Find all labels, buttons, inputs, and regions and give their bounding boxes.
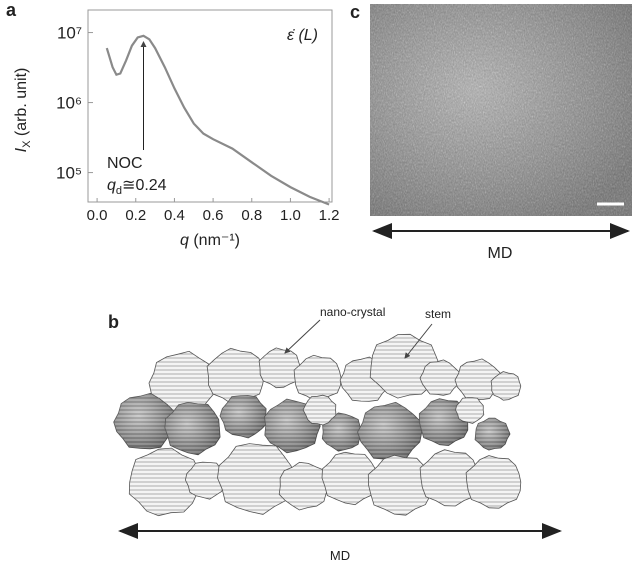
nano-crystal bbox=[294, 355, 341, 400]
y-tick-label: 10⁵ bbox=[56, 164, 82, 183]
x-symbol: q bbox=[180, 232, 189, 249]
x-axis-label: q (nm⁻¹) bbox=[180, 232, 240, 249]
md-label: MD bbox=[330, 548, 350, 563]
annotation-number: ≅0.24 bbox=[122, 177, 167, 194]
callout: stem bbox=[425, 307, 451, 321]
annotation-value: qd≅0.24 bbox=[107, 177, 167, 197]
callout-arrow bbox=[285, 320, 320, 353]
x-tick-label: 1.0 bbox=[280, 207, 301, 224]
panel-c: c MD bbox=[350, 2, 632, 262]
micrograph-shade bbox=[370, 4, 632, 216]
x-unit: (nm⁻¹) bbox=[189, 232, 240, 249]
md-label: MD bbox=[488, 245, 513, 262]
nano-crystal bbox=[456, 398, 484, 424]
y-axis-label: IX (arb. unit) bbox=[13, 68, 33, 153]
figure: a q (nm⁻¹) IX (arb. unit) ε̇ (L) NOC qd≅… bbox=[0, 0, 633, 571]
x-tick-label: 0.2 bbox=[125, 207, 146, 224]
y-unit: (arb. unit) bbox=[13, 68, 30, 141]
legend-label: ε̇ (L) bbox=[287, 27, 318, 44]
panel-label: b bbox=[108, 312, 119, 332]
x-tick-label: 0.6 bbox=[203, 207, 224, 224]
nano-crystal bbox=[207, 348, 264, 403]
panel-label: a bbox=[6, 0, 17, 20]
panel-label: c bbox=[350, 2, 360, 22]
panel-b: b nano-crystal stem MD bbox=[108, 305, 560, 563]
annotation-symbol: q bbox=[107, 177, 116, 194]
y-tick-label: 10⁷ bbox=[57, 24, 82, 43]
crystal-shade bbox=[358, 402, 422, 459]
x-tick-label: 1.2 bbox=[319, 207, 340, 224]
callout: nano-crystal bbox=[320, 305, 385, 319]
y-tick-label: 10⁶ bbox=[56, 94, 82, 113]
nano-crystal bbox=[259, 348, 300, 388]
x-tick-label: 0.4 bbox=[164, 207, 185, 224]
annotation-text: NOC bbox=[107, 155, 143, 172]
x-tick-label: 0.0 bbox=[87, 207, 108, 224]
nano-crystal bbox=[368, 455, 430, 515]
x-tick-label: 0.8 bbox=[241, 207, 262, 224]
panel-a: a q (nm⁻¹) IX (arb. unit) ε̇ (L) NOC qd≅… bbox=[6, 0, 340, 249]
